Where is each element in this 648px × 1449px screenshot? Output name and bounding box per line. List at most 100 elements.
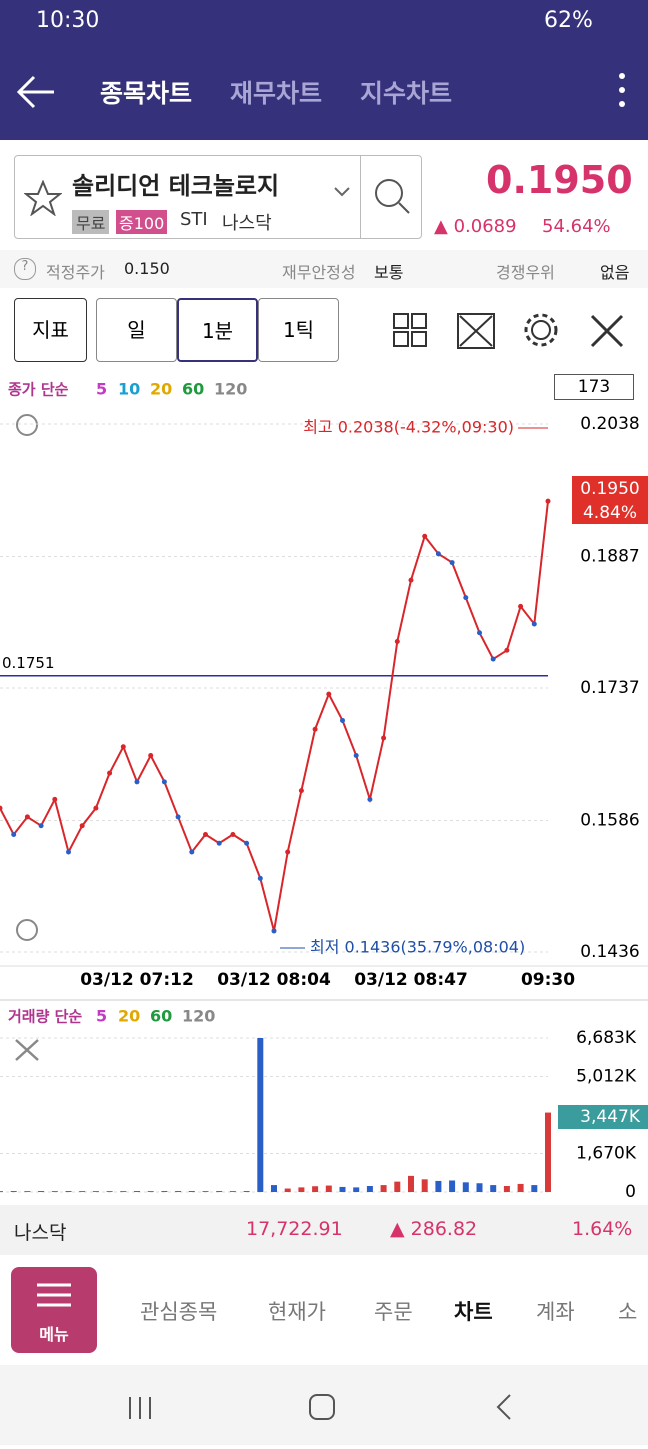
status-battery: 62% xyxy=(544,8,593,33)
help-icon[interactable]: ? xyxy=(14,258,36,280)
price-point xyxy=(545,498,551,504)
tab[interactable]: 재무차트 xyxy=(230,79,323,108)
stock-box[interactable] xyxy=(14,155,422,239)
price-point xyxy=(477,630,482,636)
close-volume[interactable] xyxy=(15,1039,39,1061)
legend-entry: 10 xyxy=(118,380,140,399)
volume-bar xyxy=(79,1191,86,1192)
price: 0.1950 xyxy=(486,158,633,202)
high-label: 최고 0.2038(-4.32%,09:30) xyxy=(303,418,514,437)
y-tick-label: 6,683K xyxy=(576,1028,637,1048)
candle-count: 173 xyxy=(554,374,634,400)
price-point xyxy=(326,691,332,697)
tool-icons[interactable] xyxy=(390,310,630,352)
volume-bar xyxy=(216,1191,223,1192)
info-label: 적정주가 xyxy=(46,263,105,282)
volume-bar xyxy=(490,1185,497,1192)
back-button[interactable] xyxy=(14,72,58,112)
price-point xyxy=(11,831,17,837)
volume-current: 3,447K xyxy=(580,1107,641,1127)
nav-item[interactable]: 소 xyxy=(618,1300,638,1324)
price-point xyxy=(161,779,167,785)
x-tick-label: 03/12 08:04 xyxy=(217,970,331,990)
volume-bar xyxy=(188,1191,195,1192)
indicator-button[interactable]: 지표 xyxy=(14,298,87,362)
price-point xyxy=(120,744,126,750)
current-tag xyxy=(572,476,648,524)
info-value: 보통 xyxy=(374,263,404,282)
status-time: 10:30 xyxy=(36,8,100,33)
zoom-out[interactable] xyxy=(16,919,38,941)
volume-bar xyxy=(380,1185,387,1192)
nav-item[interactable]: 차트 xyxy=(454,1300,493,1324)
volume-bar xyxy=(408,1175,414,1192)
y-tick-label: 5,012K xyxy=(576,1067,637,1087)
price-point xyxy=(216,840,222,846)
price-line xyxy=(0,501,549,932)
nav-item[interactable]: 계좌 xyxy=(536,1300,575,1324)
price-point xyxy=(230,831,236,837)
period-button[interactable]: 일 xyxy=(96,298,177,362)
price-point xyxy=(381,735,387,741)
index-bar xyxy=(0,1205,648,1255)
price-point xyxy=(244,840,250,846)
nav-item[interactable]: 주문 xyxy=(374,1300,413,1324)
price-point xyxy=(353,753,359,759)
price-point xyxy=(66,849,71,855)
period-button[interactable]: 1분 xyxy=(177,298,258,362)
volume-bar xyxy=(161,1191,168,1192)
index-change-pct: 1.64% xyxy=(572,1218,633,1240)
volume-bar xyxy=(202,1191,209,1192)
volume-bar xyxy=(106,1191,113,1192)
nav-item[interactable]: 현재가 xyxy=(268,1300,326,1324)
tab[interactable]: 지수차트 xyxy=(360,79,453,108)
price-point xyxy=(518,603,524,609)
price-point xyxy=(285,849,291,855)
price-point xyxy=(52,796,58,802)
volume-bar xyxy=(517,1183,524,1192)
price-point xyxy=(175,814,181,820)
price-point xyxy=(367,796,373,802)
search-button[interactable] xyxy=(360,155,423,239)
index-change: ▲ 286.82 xyxy=(390,1218,478,1240)
volume-bar xyxy=(10,1191,17,1192)
menu-label: 메뉴 xyxy=(39,1325,69,1344)
menu-button[interactable]: 메뉴 xyxy=(11,1267,97,1353)
legend-entry: 5 xyxy=(96,380,107,399)
star-icon[interactable] xyxy=(24,180,62,216)
volume-bar xyxy=(120,1191,127,1192)
zoom-in[interactable] xyxy=(16,414,38,436)
price-point xyxy=(203,831,208,837)
nav-item[interactable]: 관심종목 xyxy=(140,1300,218,1324)
volume-bar xyxy=(366,1186,373,1192)
volume-bar xyxy=(257,1038,264,1192)
volume-bar xyxy=(421,1179,428,1192)
volume-bar xyxy=(38,1191,45,1192)
tab-active[interactable]: 종목차트 xyxy=(100,79,193,108)
volume-bar xyxy=(503,1186,510,1192)
x-tick-label: 03/12 07:12 xyxy=(80,970,194,990)
more-menu[interactable] xyxy=(612,70,632,110)
system-icons[interactable] xyxy=(0,1365,648,1445)
period-button[interactable]: 1틱 xyxy=(258,298,339,362)
price-point xyxy=(408,577,414,583)
legend-entry: 120 xyxy=(182,1007,215,1026)
volume-bar xyxy=(243,1191,250,1192)
legend-entry: 5 xyxy=(96,1007,107,1026)
legend-entry: 60 xyxy=(182,380,204,399)
volume-bar xyxy=(65,1191,72,1192)
low-label: 최저 0.1436(35.79%,08:04) xyxy=(310,938,525,957)
y-tick-label: 0 xyxy=(625,1182,636,1202)
price-point xyxy=(435,551,441,557)
y-tick-label: 0.2038 xyxy=(580,414,639,434)
volume-bar xyxy=(531,1185,538,1192)
change-value: 0.0689 xyxy=(453,216,517,237)
tag: 무료 xyxy=(72,210,110,234)
volume-bar xyxy=(435,1180,442,1192)
price-point xyxy=(148,753,154,759)
volume-bar xyxy=(325,1185,332,1192)
dropdown-icon[interactable] xyxy=(332,185,352,199)
index-value: 17,722.91 xyxy=(246,1218,343,1240)
